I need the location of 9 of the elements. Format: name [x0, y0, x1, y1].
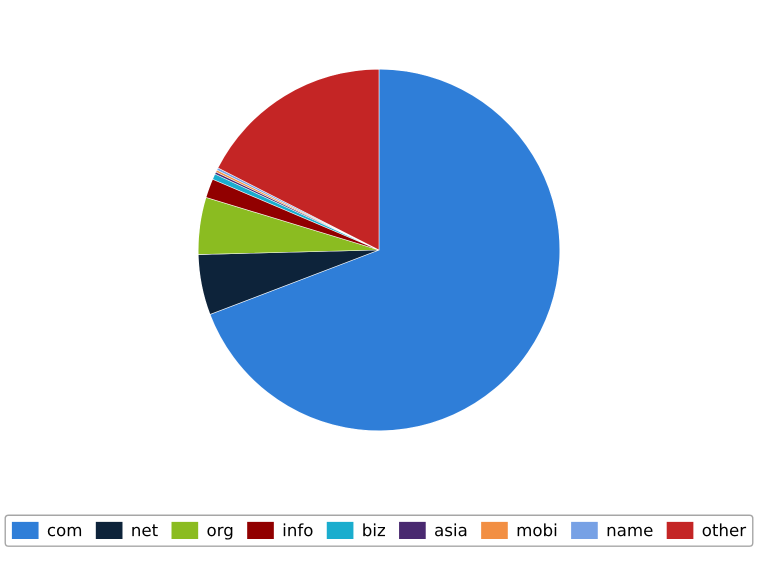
legend-label: biz [363, 523, 386, 536]
legend-label: info [284, 523, 313, 536]
legend-label: asia [435, 523, 466, 536]
legend-label: name [608, 526, 652, 536]
legend-label: com [48, 526, 82, 536]
legend-label: net [132, 524, 158, 536]
legend-label: org [207, 526, 232, 540]
legend-label: mobi [518, 523, 556, 536]
legend-label: other [702, 523, 746, 536]
